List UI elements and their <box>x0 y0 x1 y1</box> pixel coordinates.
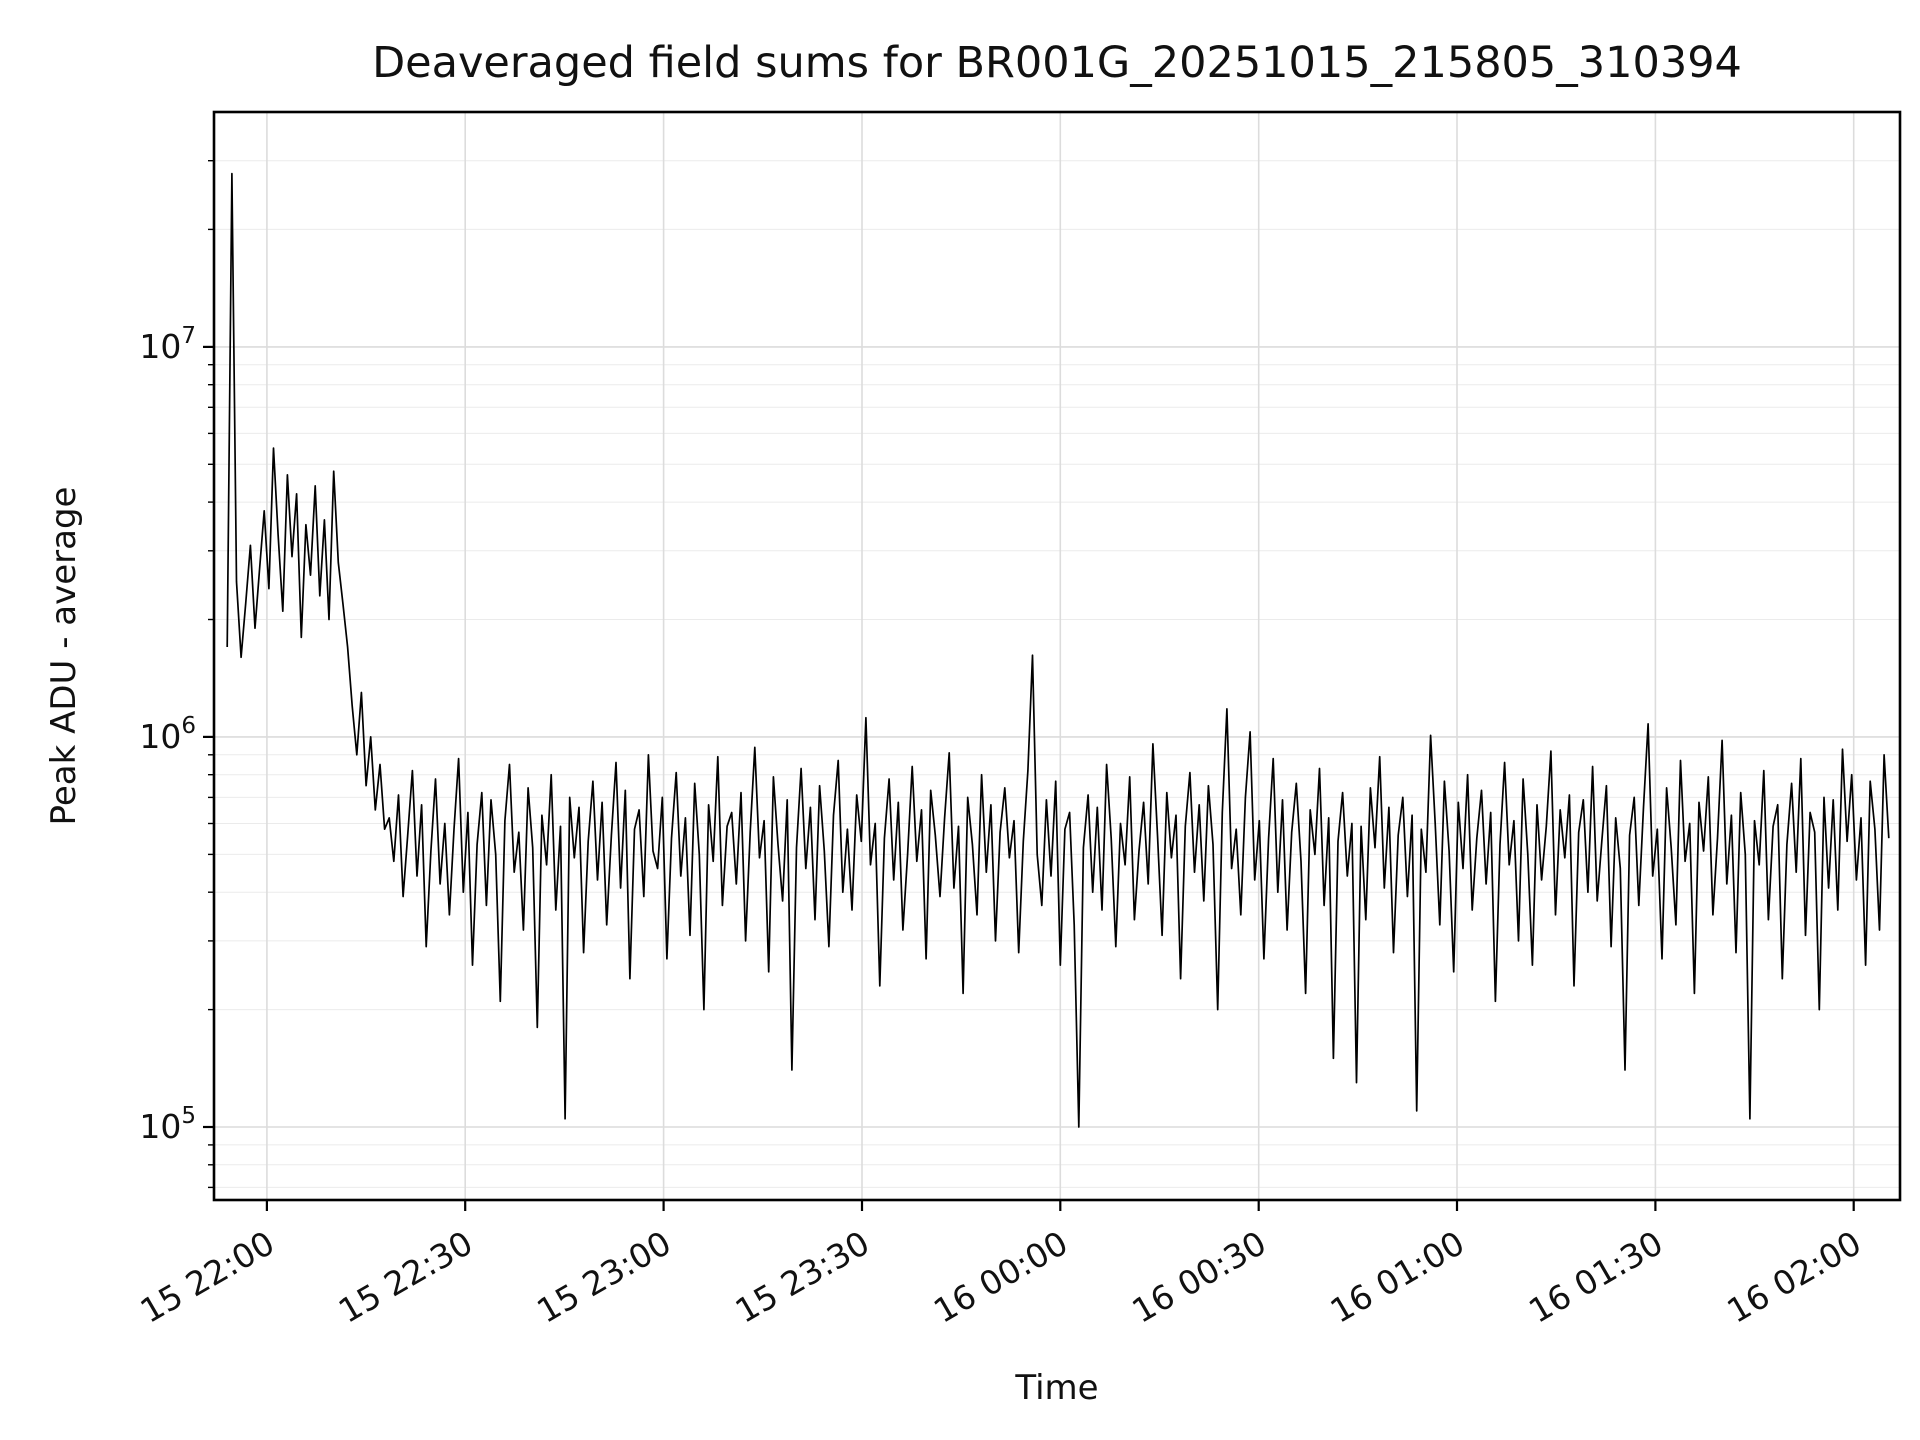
plot-border <box>212 110 1902 1202</box>
y-tick-label: 106 <box>139 713 196 756</box>
x-tick-label: 16 01:30 <box>1522 1223 1669 1331</box>
x-tick-labels: 15 22:00 15 22:30 15 23:00 15 23:30 16 00:00… <box>134 1223 1868 1331</box>
x-tick-label: 16 00:00 <box>927 1223 1074 1331</box>
series-line <box>226 172 1890 1128</box>
x-tick-label: 15 22:30 <box>332 1223 479 1331</box>
x-tick-label: 16 01:00 <box>1324 1223 1471 1331</box>
gridlines-major <box>214 112 1900 1200</box>
y-tick-label: 105 <box>139 1103 196 1146</box>
x-tick-label: 15 23:00 <box>530 1223 677 1331</box>
x-tick-label: 16 02:00 <box>1720 1223 1867 1331</box>
data-series <box>226 172 1890 1128</box>
y-tick-label: 107 <box>139 323 196 366</box>
x-tick-label: 15 23:30 <box>729 1223 876 1331</box>
axes-frame <box>212 110 1902 1202</box>
y-tick-labels: 105 106 107 <box>139 323 196 1146</box>
y-axis-label: Peak ADU - average <box>44 486 84 826</box>
x-tick-label: 16 00:30 <box>1125 1223 1272 1331</box>
gridlines-minor <box>214 160 1900 1188</box>
x-axis-label: Time <box>1015 1368 1099 1408</box>
x-tick-label: 15 22:00 <box>134 1223 281 1331</box>
tick-marks <box>203 159 1855 1211</box>
chart-title: Deaveraged field sums for BR001G_2025101… <box>372 38 1742 88</box>
